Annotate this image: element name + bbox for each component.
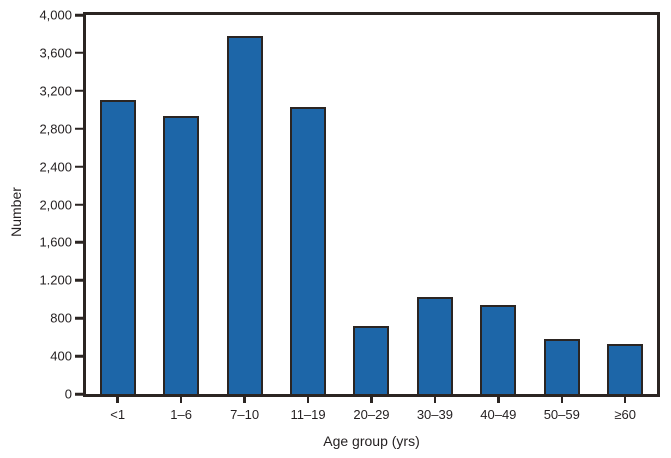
y-axis-title: Number [8, 187, 24, 237]
x-category: ≥60 [594, 397, 657, 422]
bar-cell [530, 15, 593, 394]
y-tick-mark [75, 354, 83, 358]
y-tick-mark [75, 13, 83, 17]
bar-11–19 [290, 106, 327, 394]
bar-50–59 [543, 339, 580, 394]
x-tick-mark [560, 397, 564, 403]
y-tick-mark [75, 127, 83, 130]
x-tick-mark [623, 397, 627, 403]
y-tick-label: 800 [50, 310, 72, 326]
y-tick-mark [75, 241, 83, 244]
bar-20–29 [353, 325, 390, 394]
y-tick-label: 2,000 [39, 197, 72, 212]
bar-cell [86, 15, 149, 394]
plot-area: 0 400 800 1.200 1,600 2,000 2,400 2,800 3,200 3,6… [39, 8, 660, 422]
bar-≥60 [607, 343, 644, 394]
y-tick-label: 2,400 [39, 159, 72, 175]
bar-cell [149, 15, 212, 394]
y-tick-label: 3,200 [39, 83, 72, 99]
bar-40–49 [480, 304, 517, 394]
y-tick-label: 2,800 [39, 121, 72, 137]
x-category: 40–49 [467, 397, 530, 422]
x-tick-mark [116, 397, 119, 403]
x-category: 7–10 [213, 397, 276, 422]
y-tick-mark [75, 392, 83, 396]
y-tick-label: 4,000 [39, 7, 72, 23]
bar-cell [276, 15, 339, 394]
y-tick-label: 1,600 [39, 234, 72, 250]
x-tick-label: 11–19 [290, 407, 326, 422]
bar-30–39 [416, 297, 453, 394]
x-tick-label: 50–59 [543, 407, 580, 422]
x-tick-label: ≥60 [614, 407, 637, 422]
y-tick-mark [75, 89, 83, 93]
x-tick-label: 20–29 [353, 407, 390, 422]
bar-7–10 [226, 35, 263, 394]
x-axis-row: <1 1–6 7–10 11–19 20–29 30–39 40–49 50–59 ≥60 [86, 397, 657, 422]
x-tick-label: <1 [110, 407, 126, 422]
x-category: 30–39 [403, 397, 466, 422]
y-tick-mark [75, 51, 83, 55]
bar-cell [467, 15, 530, 394]
x-tick-label: 1–6 [170, 407, 192, 422]
bar-cell [340, 15, 403, 394]
y-tick-mark [75, 279, 83, 282]
bar-cell [594, 15, 657, 394]
bar-<1 [99, 100, 136, 394]
y-tick-mark [75, 203, 83, 206]
y-tick-label: 1.200 [39, 272, 72, 288]
x-tick-mark [433, 397, 437, 403]
x-tick-mark [306, 397, 310, 403]
y-tick-mark [75, 316, 83, 320]
x-category: 20–29 [340, 397, 403, 422]
x-tick-mark [179, 397, 183, 403]
bar-cell [403, 15, 466, 394]
x-tick-mark [497, 397, 500, 403]
x-category: 11–19 [276, 397, 339, 422]
x-category: <1 [86, 397, 149, 422]
y-tick-label: 3,600 [39, 45, 72, 61]
x-tick-label: 30–39 [416, 407, 453, 422]
x-tick-mark [370, 397, 373, 403]
bar-1–6 [163, 116, 200, 394]
x-axis-title: Age group (yrs) [323, 433, 420, 449]
x-tick-label: 7–10 [230, 407, 260, 422]
x-category: 50–59 [530, 397, 593, 422]
x-tick-mark [243, 397, 246, 403]
y-tick-label: 400 [50, 348, 72, 364]
x-category: 1–6 [149, 397, 212, 422]
y-tick-mark [75, 165, 83, 168]
x-tick-label: 40–49 [480, 407, 517, 422]
bar-cell [213, 15, 276, 394]
y-tick-label: 0 [64, 386, 72, 402]
bars-row [86, 15, 657, 394]
